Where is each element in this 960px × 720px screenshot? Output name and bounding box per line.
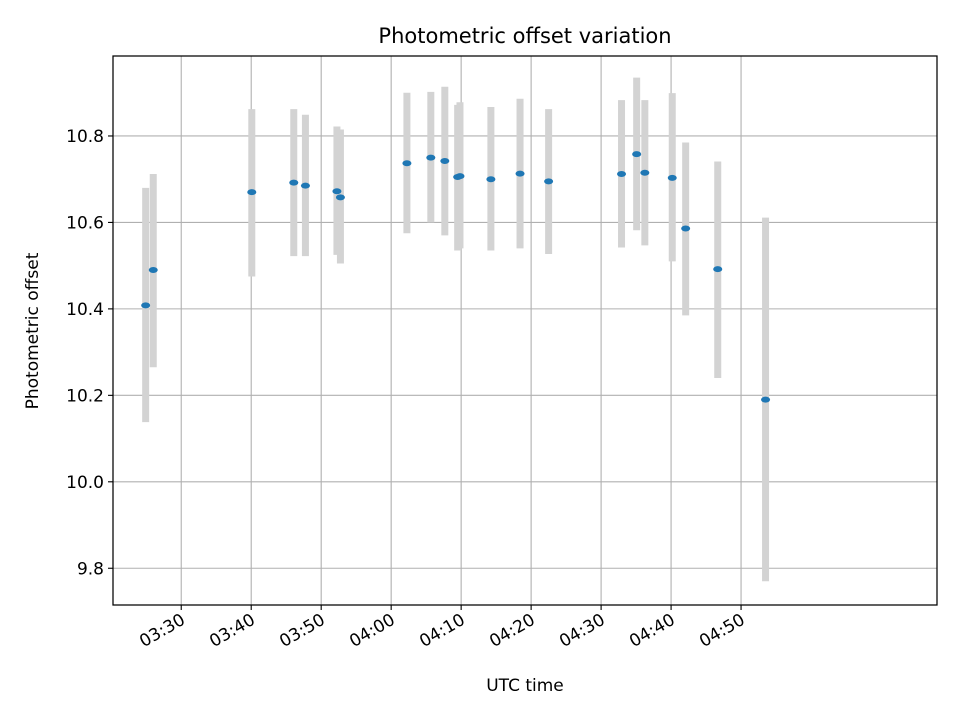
data-point [247, 189, 257, 196]
y-tick-label: 10.8 [66, 127, 104, 147]
data-point [681, 225, 691, 232]
data-point [440, 158, 450, 165]
plot-frame [112, 55, 938, 606]
data-point [761, 396, 771, 403]
data-point [141, 302, 151, 309]
y-axis: 9.8 10.0 10.2 10.4 10.6 10.8 [66, 127, 113, 579]
y-axis-label: Photometric offset [23, 252, 43, 409]
data-point [148, 266, 158, 273]
data-point [632, 151, 642, 158]
data-point [300, 182, 310, 189]
data-point [289, 179, 299, 186]
data-point [667, 174, 677, 181]
data-point [640, 169, 650, 176]
y-tick-label: 10.2 [66, 386, 104, 406]
chart-title: Photometric offset variation [378, 24, 671, 48]
data-point [713, 266, 723, 273]
x-axis-label: UTC time [486, 676, 564, 696]
point-layer [141, 151, 771, 403]
y-tick-label: 10.0 [66, 473, 104, 493]
data-point [332, 188, 342, 195]
data-point [426, 154, 436, 161]
y-tick-label: 10.6 [66, 213, 104, 233]
data-point [544, 178, 554, 185]
data-point [402, 160, 412, 167]
data-point [617, 171, 627, 178]
data-point [515, 170, 525, 177]
data-point [335, 194, 345, 201]
y-tick-label: 10.4 [66, 300, 104, 320]
data-point [455, 173, 465, 180]
data-point [486, 176, 496, 183]
y-tick-label: 9.8 [77, 559, 104, 579]
